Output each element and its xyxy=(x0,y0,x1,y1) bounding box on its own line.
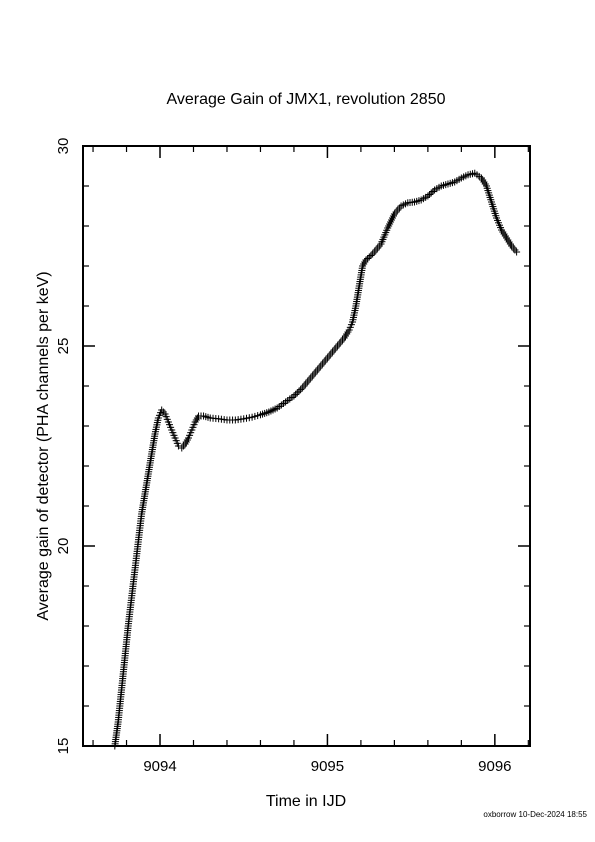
y-tick-label: 30 xyxy=(55,138,72,155)
plot-frame xyxy=(82,145,531,747)
y-tick-label: 20 xyxy=(55,538,72,555)
data-point xyxy=(513,248,521,256)
data-point xyxy=(424,192,432,200)
data-point xyxy=(362,256,370,264)
data-point xyxy=(429,188,437,195)
data-point xyxy=(290,392,298,400)
data-point xyxy=(426,191,434,198)
y-tick-label: 25 xyxy=(55,338,72,355)
x-tick-label: 9094 xyxy=(143,758,176,775)
data-point xyxy=(427,189,435,197)
data-point xyxy=(295,387,303,395)
data-point xyxy=(367,252,375,259)
data-point xyxy=(365,253,373,261)
y-tick-label: 15 xyxy=(55,738,72,755)
x-tick-label: 9095 xyxy=(311,758,344,775)
footer-timestamp: oxborrow 10-Dec-2024 18:55 xyxy=(483,810,587,819)
data-point xyxy=(293,389,301,397)
tick-labels: 9094 9095 9096 15 20 25 30 xyxy=(55,138,512,775)
data-series xyxy=(111,169,521,750)
axis-ticks xyxy=(83,145,530,747)
x-tick-label: 9096 xyxy=(478,758,511,775)
data-point xyxy=(297,386,305,394)
data-point xyxy=(364,255,372,262)
y-axis-label: Average gain of detector (PHA channels p… xyxy=(35,271,52,620)
chart-title: Average Gain of JMX1, revolution 2850 xyxy=(167,91,446,108)
x-axis-label: Time in IJD xyxy=(266,793,346,810)
data-point xyxy=(292,390,300,398)
